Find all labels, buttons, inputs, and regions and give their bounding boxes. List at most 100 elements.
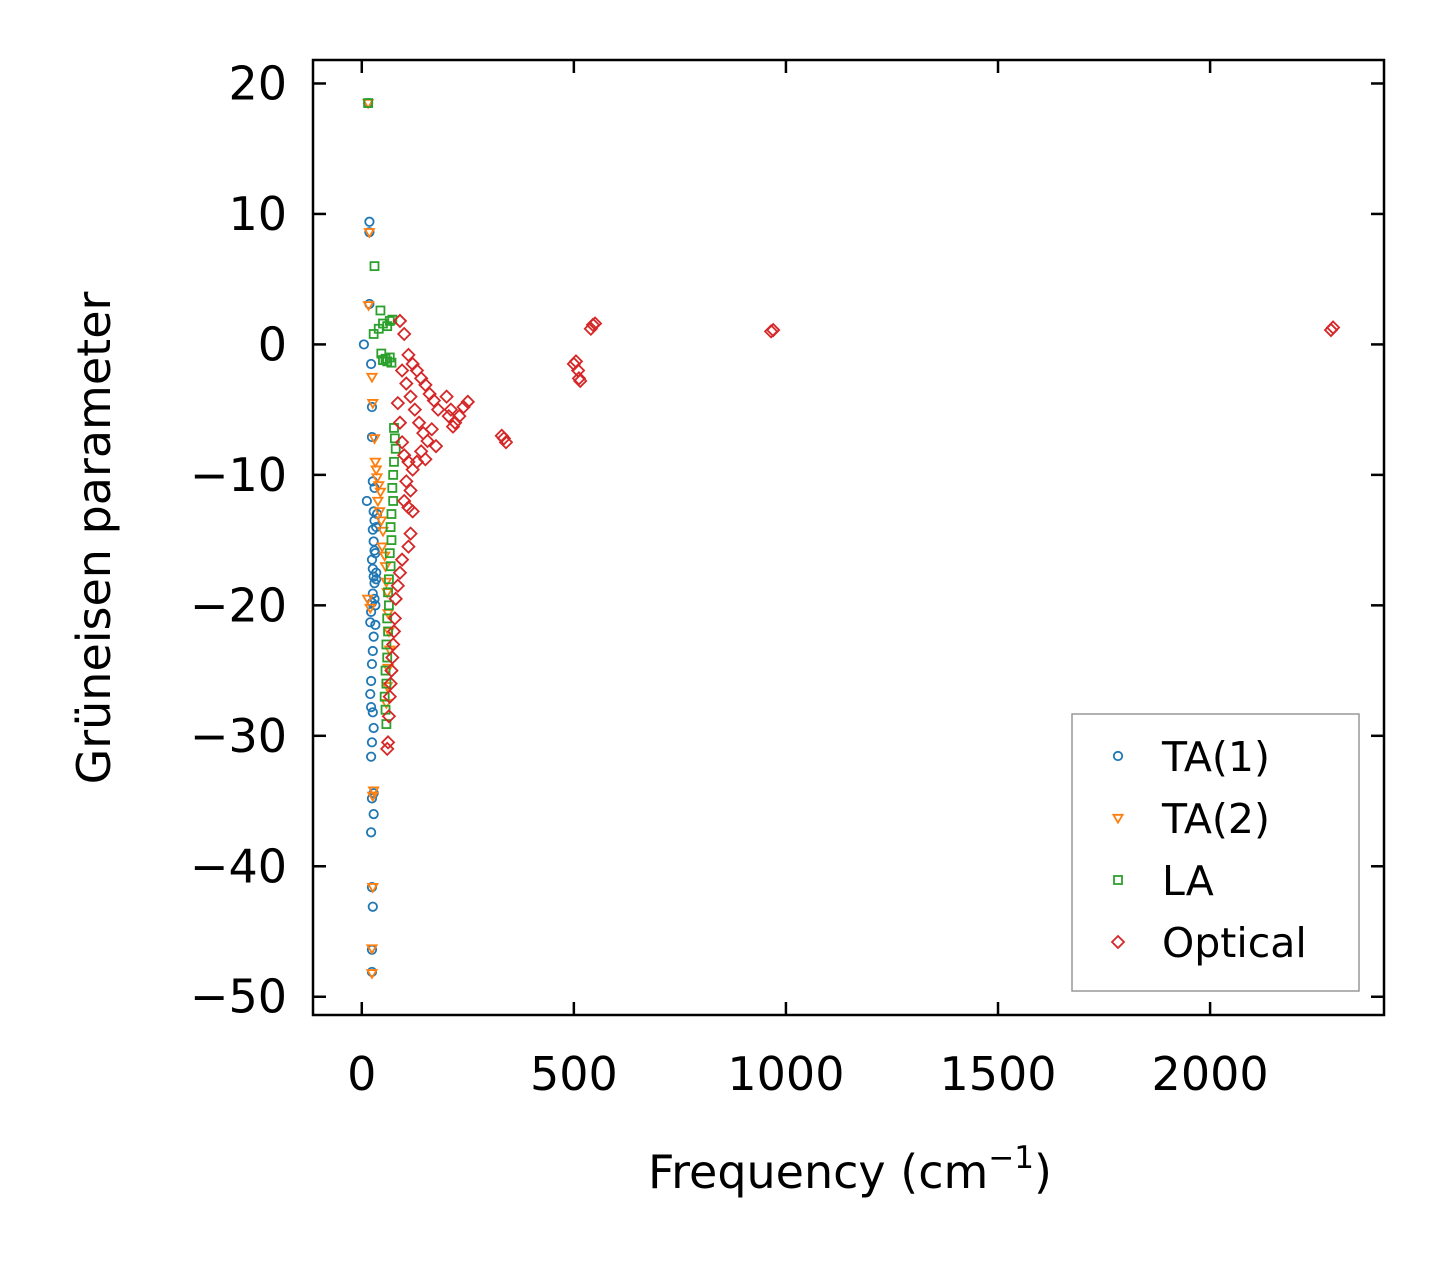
legend-marker [1111,813,1125,825]
data-point [403,526,418,541]
data-point [439,389,454,404]
data-point [441,408,457,424]
data-point [394,552,410,567]
data-point [424,421,440,437]
x-tick-label: 500 [530,1047,618,1101]
x-axis-label-suffix: ) [1034,1145,1052,1199]
data-point [571,371,587,386]
data-point [403,389,418,404]
data-point [365,944,379,955]
data-point [383,587,393,598]
data-point [460,394,476,410]
data-point [385,637,401,652]
data-point [443,402,459,417]
data-point [371,567,382,578]
data-point [364,603,377,615]
data-point [452,408,467,424]
legend-item: LA [1113,857,1214,905]
data-point [366,793,378,804]
plot-area: 0 500 1000 1500 2000 −50 −40 −30 −20 −10 0 10 20 [190,56,1386,1101]
y-tick-label: −40 [190,839,287,893]
data-point [418,377,433,393]
data-point [371,574,382,585]
data-point [366,702,377,713]
data-point [365,969,379,980]
data-point [366,658,378,670]
data-point [399,474,414,489]
data-markers [358,97,1341,980]
data-point [384,352,395,363]
legend: TA(1) TA(2) LA Optical [1071,713,1360,992]
data-point [365,372,379,384]
data-point [392,565,408,580]
data-point [384,600,394,611]
x-axis-label: Frequency (cm−1) [648,1140,1052,1199]
data-point [394,363,410,378]
data-point [386,535,397,546]
data-point [374,487,387,499]
data-point [372,481,385,492]
data-point [367,901,378,912]
data-point [380,735,396,750]
data-point [385,650,400,665]
data-point [367,707,378,718]
data-point [390,578,406,594]
x-tick-label: 1000 [727,1047,844,1101]
y-tick-label: −10 [190,448,287,502]
data-point [362,301,375,312]
data-point [494,428,510,444]
data-point [428,438,444,454]
data-point [361,495,372,507]
data-point [366,827,377,838]
data-point [386,509,397,519]
data-point [392,313,408,329]
data-point [384,574,394,585]
data-point [367,786,380,797]
data-point [375,305,386,316]
legend-label: TA(1) [1161,733,1270,781]
y-tick-label: 0 [258,317,287,371]
data-point [390,395,406,411]
data-point [1325,320,1341,335]
data-point [403,483,418,498]
x-tick-label: 1500 [939,1047,1056,1101]
data-point [386,357,397,368]
y-axis-label: Grüneisen parameter [67,291,121,784]
data-point [369,261,380,272]
legend-items: TA(1) TA(2) LA Optical [1110,733,1307,967]
y-tick-label: 10 [228,187,287,241]
data-point [370,465,383,477]
data-point [388,469,399,480]
data-point [364,216,375,227]
data-point [383,676,398,691]
data-point [384,548,395,559]
data-point [366,751,377,762]
legend-item: TA(2) [1111,795,1270,843]
data-point [387,611,403,626]
data-point [401,347,416,363]
data-point [420,433,435,449]
data-point [390,443,401,454]
legend-label: LA [1162,857,1214,905]
data-point [765,322,781,338]
data-point [358,339,369,350]
data-point [587,316,603,331]
data-point [371,496,385,508]
data-point [430,402,446,417]
data-point [386,624,402,639]
x-tick-label: 0 [347,1047,376,1101]
data-point [389,456,399,467]
data-point [366,358,377,370]
legend-marker [1113,875,1123,885]
data-point [375,516,388,527]
data-point [394,434,410,450]
data-point [382,613,393,624]
data-point [368,808,379,820]
data-point [381,678,392,689]
data-point [401,539,416,554]
data-point [379,691,390,702]
axes-frame [311,58,1386,1017]
data-point [382,652,393,663]
